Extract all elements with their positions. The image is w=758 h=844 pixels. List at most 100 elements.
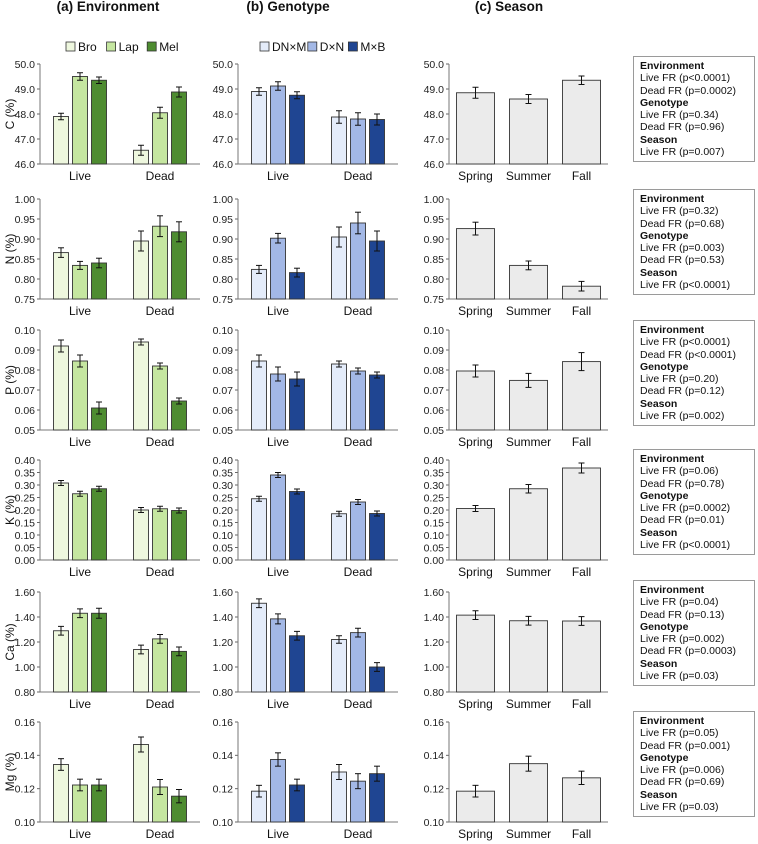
bar-K-environment-0-2 [91, 488, 107, 561]
y-tick-label-K-environment-3: 0.15 [15, 517, 36, 529]
stats-heading: Season [640, 266, 678, 279]
x-tick-label-Mg-season-2: Fall [572, 827, 591, 841]
stats-heading: Genotype [640, 360, 689, 373]
bar-C-season-2 [562, 79, 601, 165]
x-tick-label-K-season-2: Fall [572, 565, 591, 579]
bar-P-season-1 [509, 379, 548, 431]
bar-Ca-season-1 [509, 620, 548, 693]
y-tick-label-N-genotype-1: 0.80 [213, 274, 234, 286]
bar-Ca-environment-0-2 [91, 612, 107, 693]
legend-label-genotype-0: DN×M [272, 40, 306, 54]
bar-C-environment-0-1 [72, 76, 88, 165]
stats-line: Live FR (p=0.05) [640, 727, 719, 740]
bar-C-environment-0-0 [53, 116, 69, 165]
y-tick-label-K-genotype-0: 0.00 [213, 555, 234, 567]
x-tick-label-Ca-environment-1: Dead [146, 697, 175, 711]
y-tick-label-K-season-4: 0.20 [424, 505, 445, 517]
panel-N-environment: 0.75 0.80 0.85 0.90 0.95 1.00 Live Dead [15, 194, 200, 318]
bar-P-environment-1-1 [152, 365, 168, 431]
y-tick-label-N-season-0: 0.75 [424, 294, 445, 306]
bar-N-season-1 [509, 264, 548, 300]
bar-K-season-2 [562, 467, 601, 561]
y-tick-label-K-season-7: 0.35 [424, 467, 445, 479]
stats-line: Dead FR (p=0.0003) [640, 645, 737, 658]
y-tick-label-Mg-environment-1: 0.12 [15, 783, 36, 795]
y-tick-label-K-genotype-3: 0.15 [213, 517, 234, 529]
bar-K-genotype-0-0 [251, 498, 267, 561]
bar-K-genotype-1-0 [331, 513, 347, 561]
bar-K-genotype-1-2 [369, 513, 385, 561]
bar-K-genotype-0-1 [270, 474, 286, 561]
bar-K-season-1 [509, 488, 548, 561]
bar-Ca-environment-1-0 [133, 649, 149, 693]
x-tick-label-C-season-2: Fall [572, 169, 591, 183]
bar-K-genotype-1-1 [350, 501, 366, 561]
y-tick-label-P-genotype-3: 0.08 [213, 365, 234, 377]
y-tick-label-K-environment-4: 0.20 [15, 505, 36, 517]
stats-heading: Genotype [640, 751, 689, 764]
bar-Ca-genotype-0-2 [289, 635, 305, 693]
x-tick-label-K-genotype-1: Dead [344, 565, 373, 579]
ylabel-K: K (%) [3, 495, 17, 525]
y-tick-label-K-genotype-2: 0.10 [213, 530, 234, 542]
panel-N-season: 0.75 0.80 0.85 0.90 0.95 1.00 Spring Summer Fall [424, 194, 608, 318]
y-tick-label-P-season-0: 0.05 [424, 425, 445, 437]
y-tick-label-K-season-1: 0.05 [424, 542, 445, 554]
x-tick-label-C-season-0: Spring [458, 169, 493, 183]
panel-Ca-genotype: 0.80 1.00 1.20 1.40 1.60 Live Dead [213, 587, 398, 711]
x-tick-label-P-environment-0: Live [69, 435, 91, 449]
y-tick-label-Ca-genotype-2: 1.20 [213, 637, 234, 649]
legend-label-genotype-2: M×B [360, 40, 385, 54]
bar-K-season-0 [456, 508, 495, 561]
y-tick-label-Mg-genotype-0: 0.10 [213, 817, 234, 829]
y-tick-label-C-environment-4: 50.0 [15, 59, 36, 71]
y-tick-label-N-genotype-0: 0.75 [213, 294, 234, 306]
column-title-genotype: (b) Genotype [246, 0, 330, 14]
y-tick-label-Ca-season-2: 1.20 [424, 637, 445, 649]
y-tick-label-Ca-season-4: 1.60 [424, 587, 445, 599]
y-tick-label-K-season-6: 0.30 [424, 480, 445, 492]
stats-heading: Season [640, 397, 678, 410]
x-tick-label-P-season-1: Summer [506, 435, 551, 449]
panel-K-season: 0.000.050.100.150.200.250.300.350.40 Spri… [424, 455, 608, 579]
stats-heading: Season [640, 657, 678, 670]
x-tick-label-K-season-0: Spring [458, 565, 493, 579]
stats-box-Ca: Environment Live FR (p=0.04) Dead FR (p=0.… [633, 580, 755, 687]
y-tick-label-P-environment-3: 0.08 [15, 365, 36, 377]
y-tick-label-Ca-environment-3: 1.40 [15, 612, 36, 624]
stats-box-K: Environment Live FR (p=0.06) Dead FR (p=0.… [633, 449, 755, 556]
y-tick-label-N-genotype-4: 0.95 [213, 214, 234, 226]
bar-P-genotype-0-2 [289, 378, 305, 431]
y-tick-label-P-environment-4: 0.09 [15, 345, 36, 357]
stats-heading: Genotype [640, 620, 689, 633]
panel-P-environment: 0.05 0.06 0.07 0.08 0.09 0.10 Live Dead [15, 325, 200, 449]
bar-N-environment-0-1 [72, 264, 88, 300]
bar-C-genotype-0-1 [270, 85, 286, 165]
y-tick-label-N-genotype-3: 0.90 [213, 234, 234, 246]
x-tick-label-P-environment-1: Dead [146, 435, 175, 449]
stats-heading: Genotype [640, 96, 689, 109]
legend-swatch-genotype-0 [259, 41, 270, 52]
legend-label-environment-2: Mel [159, 40, 178, 54]
bar-N-environment-0-0 [53, 252, 69, 300]
panel-C-environment: 46.0 47.0 48.0 49.0 50.0 Live Dead [15, 59, 200, 183]
bar-Ca-genotype-1-1 [350, 632, 366, 693]
x-tick-label-Ca-season-1: Summer [506, 697, 551, 711]
stats-line: Dead FR (p=0.13) [640, 608, 725, 621]
y-tick-label-K-genotype-6: 0.30 [213, 480, 234, 492]
stats-line: Live FR (p=0.002) [640, 410, 725, 423]
y-tick-label-P-genotype-2: 0.07 [213, 385, 234, 397]
x-tick-label-C-genotype-1: Dead [344, 169, 373, 183]
stats-heading: Season [640, 526, 678, 539]
x-tick-label-C-genotype-0: Live [267, 169, 289, 183]
x-tick-label-N-season-0: Spring [458, 304, 493, 318]
bar-N-environment-1-1 [152, 225, 168, 300]
y-tick-label-N-genotype-5: 1.00 [213, 194, 234, 206]
bar-C-environment-1-1 [152, 112, 168, 165]
y-tick-label-C-season-4: 50.0 [424, 59, 445, 71]
x-tick-label-N-season-1: Summer [506, 304, 551, 318]
stats-line: Live FR (p<0.0001) [640, 539, 731, 552]
x-tick-label-Mg-environment-1: Dead [146, 827, 175, 841]
stats-line: Live FR (p=0.006) [640, 764, 725, 777]
y-tick-label-Ca-environment-4: 1.60 [15, 587, 36, 599]
